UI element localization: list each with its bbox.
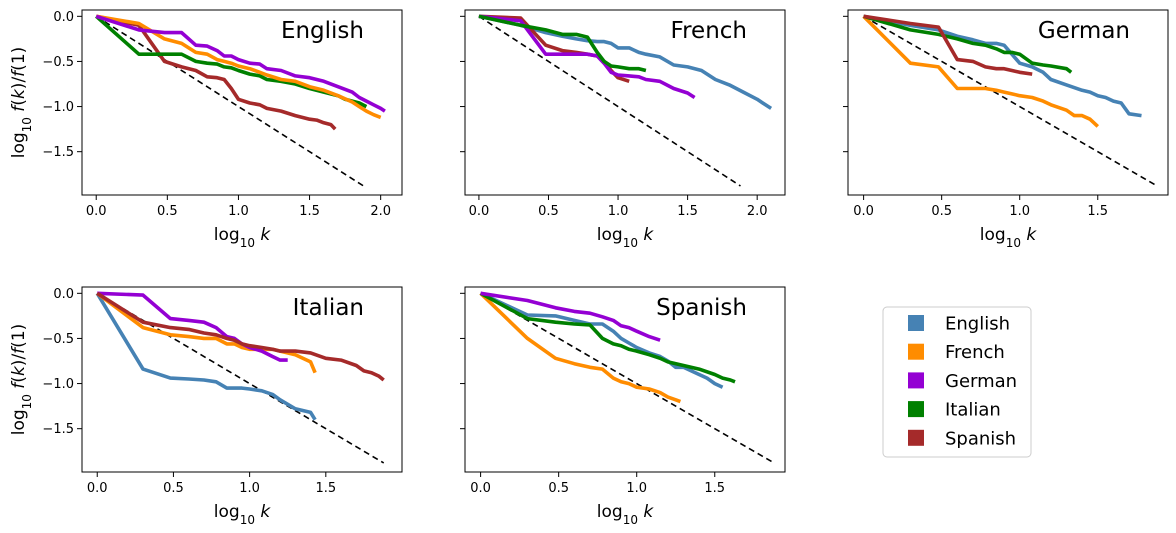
x-tick-label: 1.5 <box>704 481 725 496</box>
plot-frame <box>464 9 786 196</box>
legend-label-german: German <box>945 371 1017 392</box>
series-line-spanish <box>478 14 630 84</box>
x-axis-label: log10 k <box>214 502 272 527</box>
panel-german: 0.0 0.5 1.0 1.5 log10 k German <box>843 9 1169 250</box>
series-line-spanish <box>95 14 337 131</box>
x-tick-label: 1.5 <box>315 481 336 496</box>
x-tick-label: 0.0 <box>86 204 107 219</box>
x-axis-label: log10 k <box>597 225 655 250</box>
legend-swatch-italian <box>908 401 924 418</box>
legend-label-english: English <box>945 314 1010 335</box>
series-line-spanish <box>96 291 385 382</box>
x-tick-label: 0.0 <box>470 481 491 496</box>
panel-italian: 0.0 0.5 1.0 1.5 0.0 −0.5 −1.0 −1.5 log10 k log10 … <box>9 286 403 527</box>
panel-english: 0.0 0.5 1.0 1.5 2.0 0.0 −0.5 −1.0 −1.5 log10 k log… <box>9 9 403 250</box>
x-tick-label: 1.5 <box>677 204 698 219</box>
plot-frame <box>847 9 1169 196</box>
series-line-italian <box>479 291 736 384</box>
x-tick-label: 0.0 <box>469 204 490 219</box>
x-tick-label: 1.0 <box>608 204 629 219</box>
x-tick-label: 2.0 <box>747 204 768 219</box>
x-tick-label: 0.0 <box>87 481 108 496</box>
y-tick-label: 0.0 <box>53 287 74 302</box>
y-tick-label: 0.0 <box>53 10 74 25</box>
reference-slope-line <box>478 15 741 187</box>
x-tick-label: 0.0 <box>853 204 874 219</box>
panel-title: French <box>671 18 747 44</box>
plot-frame <box>81 9 403 196</box>
series-line-french <box>862 15 1100 128</box>
panel-title: German <box>1038 18 1130 44</box>
x-tick-label: 1.0 <box>1009 204 1030 219</box>
x-tick-label: 2.0 <box>370 204 391 219</box>
x-tick-label: 0.5 <box>163 481 184 496</box>
x-tick-label: 0.5 <box>538 204 559 219</box>
x-tick-label: 0.5 <box>548 481 569 496</box>
x-tick-label: 1.5 <box>299 204 320 219</box>
panel-title: English <box>281 18 364 44</box>
series-line-german <box>95 14 386 113</box>
legend-label-french: French <box>945 342 1005 363</box>
series-line-italian <box>478 14 647 73</box>
legend-swatch-english <box>908 315 924 331</box>
x-axis-label: log10 k <box>980 225 1038 250</box>
x-tick-label: 1.5 <box>1087 204 1108 219</box>
x-tick-label: 0.5 <box>931 204 952 219</box>
x-tick-label: 1.0 <box>626 481 647 496</box>
legend-label-spanish: Spanish <box>945 428 1016 449</box>
x-tick-label: 1.0 <box>228 204 249 219</box>
series-line-german <box>480 291 661 342</box>
y-tick-label: −1.0 <box>42 100 74 115</box>
plot-frame <box>464 286 786 473</box>
panel-title: Italian <box>293 295 364 321</box>
y-tick-label: −0.5 <box>42 55 74 70</box>
panel-title: Spanish <box>656 295 747 321</box>
series-line-english <box>478 14 773 110</box>
x-tick-label: 0.5 <box>157 204 178 219</box>
series-line-spanish <box>863 14 1033 76</box>
y-axis-label: log10 f(k)/f(1) <box>9 324 34 436</box>
y-tick-label: −0.5 <box>42 332 74 347</box>
y-tick-label: −1.5 <box>42 145 74 160</box>
reference-slope-line <box>95 15 365 187</box>
reference-slope-line <box>480 292 775 464</box>
reference-slope-line <box>863 15 1158 187</box>
panel-french: 0.0 0.5 1.0 1.5 2.0 log10 k French <box>460 9 786 250</box>
legend-swatch-german <box>908 372 924 389</box>
legend-label-italian: Italian <box>945 400 1001 421</box>
legend: English French German Italian Spanish <box>882 306 1032 458</box>
series-line-german <box>478 14 696 100</box>
series-line-french <box>479 292 682 404</box>
y-tick-label: −1.5 <box>42 422 74 437</box>
series-line-english <box>479 291 724 389</box>
y-axis-label: log10 f(k)/f(1) <box>9 47 34 159</box>
panel-spanish: 0.0 0.5 1.0 1.5 log10 k Spanish <box>460 286 786 527</box>
series-line-french <box>95 14 382 120</box>
y-tick-label: −1.0 <box>42 377 74 392</box>
series-line-english <box>95 292 317 421</box>
series-line-english <box>863 14 1142 118</box>
x-tick-label: 1.0 <box>239 481 260 496</box>
x-axis-label: log10 k <box>597 502 655 527</box>
x-axis-label: log10 k <box>214 225 272 250</box>
plot-frame <box>81 286 403 473</box>
legend-swatch-french <box>908 343 924 360</box>
legend-swatch-spanish <box>908 429 924 446</box>
series-line-french <box>96 291 317 374</box>
